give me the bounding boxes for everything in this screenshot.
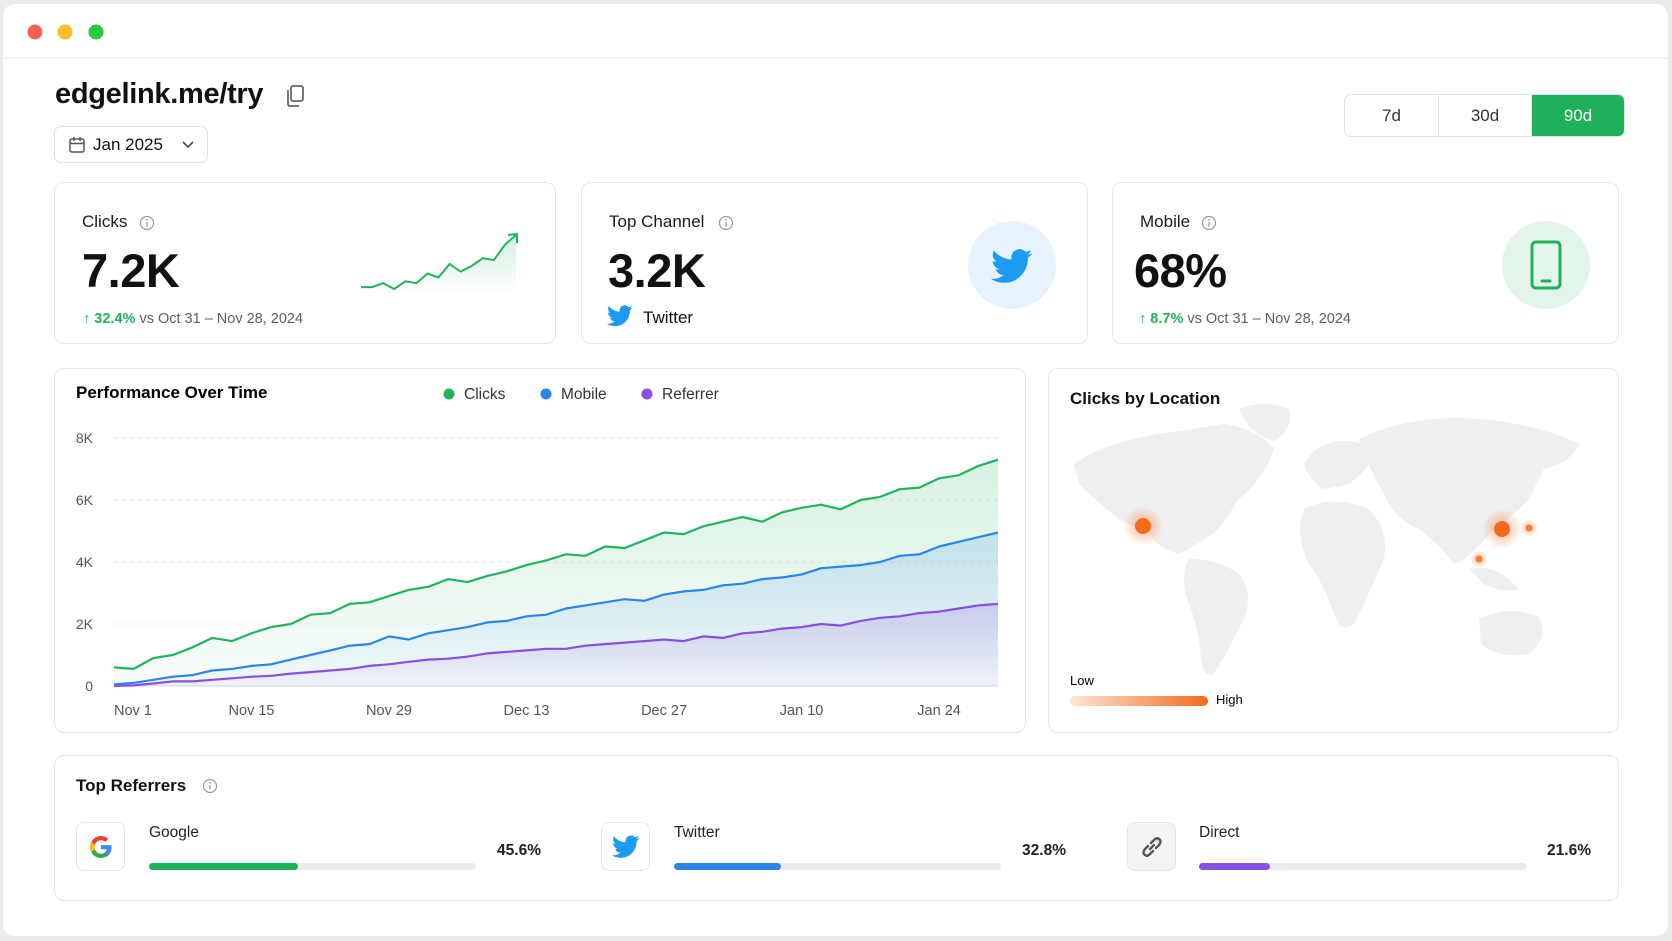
referrer-percent: 21.6%: [1547, 842, 1591, 859]
legend-swatch: [540, 388, 552, 400]
x-tick-label: Dec 27: [641, 703, 687, 719]
legend-low: Low: [1070, 673, 1094, 688]
calendar-icon: [69, 137, 85, 153]
bar: [149, 863, 299, 870]
comparison: vs Oct 31 – Nov 28, 2024: [1187, 311, 1351, 327]
y-tick-label: 4K: [76, 554, 94, 570]
card-value: 3.2K: [608, 244, 706, 297]
change-value: 8.7%: [1150, 311, 1184, 327]
info-icon[interactable]: [1201, 215, 1217, 231]
channel-card: Top Channel 3.2K Twitter: [581, 182, 1088, 344]
hotspot: [1494, 521, 1510, 537]
link-title: edgelink.me/try: [55, 78, 264, 110]
range-button[interactable]: 30d: [1438, 95, 1531, 136]
mobile-card: Mobile 68% ↑ 8.7% vs Oct 31 – Nov 28, 20…: [1112, 182, 1619, 344]
date-dropdown[interactable]: Jan 2025: [54, 126, 208, 163]
chart-title: Performance Over Time: [76, 383, 268, 402]
continents: [1074, 404, 1579, 675]
card-change: ↑ 32.4% vs Oct 31 – Nov 28, 2024: [83, 311, 304, 327]
minimize-dot[interactable]: [57, 24, 73, 40]
card-label: Mobile: [1140, 212, 1191, 231]
range-button[interactable]: 90d: [1531, 95, 1624, 136]
x-tick-label: Nov 1: [114, 703, 152, 719]
change-value: 32.4%: [94, 311, 136, 327]
close-dot[interactable]: [27, 24, 43, 40]
map-title: Clicks by Location: [1070, 389, 1221, 408]
bar-track: [149, 863, 476, 870]
legend-high: High: [1216, 692, 1243, 707]
sparkline-line: [361, 234, 517, 291]
hotspot: [1135, 518, 1151, 534]
info-icon[interactable]: [202, 778, 218, 794]
series-line: [113, 602, 999, 688]
zoom-dot[interactable]: [88, 24, 104, 40]
x-tick-label: Jan 10: [780, 703, 824, 719]
referrer-name: Google: [149, 824, 199, 841]
sparkline-arrow: [507, 232, 518, 243]
x-tick-label: Dec 13: [504, 703, 550, 719]
copy-icon[interactable]: [285, 84, 307, 108]
x-tick-label: Jan 24: [917, 703, 961, 719]
y-tick-label: 0: [85, 678, 93, 694]
card-value: 7.2K: [82, 244, 180, 297]
range-button[interactable]: 7d: [1382, 106, 1401, 125]
chart-panel: Performance Over Time 0 2K 4K 6K 8K Nov 1 Nov …: [54, 368, 1026, 733]
channel-name: Twitter: [643, 308, 694, 327]
card-label: Top Channel: [609, 212, 705, 231]
window: edgelink.me/try Jan 2025 7d 30d 90d Clicks…: [3, 4, 1668, 936]
chart: Performance Over Time 0 2K 4K 6K 8K Nov 1 Nov …: [76, 383, 999, 719]
series-area: [114, 603, 998, 686]
info-icon[interactable]: [718, 215, 734, 231]
card-change: ↑ 8.7% vs Oct 31 – Nov 28, 2024: [1139, 311, 1351, 327]
bar: [1199, 863, 1270, 870]
google-icon: [76, 822, 125, 871]
channel-badge: [968, 221, 1056, 309]
sparkline-area: [361, 235, 516, 295]
comparison: vs Oct 31 – Nov 28, 2024: [139, 311, 304, 327]
card-label: Clicks: [82, 212, 128, 231]
link-icon: [1127, 822, 1176, 871]
card-value: 68%: [1134, 244, 1227, 297]
legend-gradient: [1070, 696, 1208, 706]
series-line: [113, 458, 999, 670]
map-panel: Clicks by Location: [1048, 368, 1619, 733]
hotspot: [1475, 555, 1483, 563]
title-bar: [3, 24, 1668, 59]
x-tick-label: Nov 15: [229, 703, 275, 719]
legend-swatch: [641, 388, 653, 400]
clicks-card: Clicks 7.2K ↑ 32.4% vs Oct 31 – Nov 28, …: [54, 182, 556, 344]
referrers-panel: Top Referrers Google 45.6% Twitter 32.8% Dir…: [54, 755, 1619, 901]
referrer-percent: 45.6%: [497, 842, 541, 859]
y-tick-label: 2K: [76, 616, 94, 632]
range-selector: 7d 30d 90d: [1344, 94, 1625, 137]
bar-track: [674, 863, 1001, 870]
twitter-icon: [607, 305, 633, 327]
y-tick-label: 8K: [76, 430, 94, 446]
legend-label: Mobile: [561, 386, 607, 403]
chevron: [182, 141, 194, 149]
referrers-title: Top Referrers: [76, 776, 187, 795]
twitter-icon: [601, 822, 650, 871]
y-tick-label: 6K: [76, 492, 94, 508]
series-line: [113, 531, 999, 686]
bar: [674, 863, 782, 870]
bar-track: [1199, 863, 1527, 870]
mobile-badge: [1502, 221, 1590, 309]
referrer-percent: 32.8%: [1022, 842, 1066, 859]
x-tick-label: Nov 29: [366, 703, 412, 719]
hotspot: [1525, 524, 1533, 532]
info-icon[interactable]: [139, 215, 155, 231]
world-map: Low High: [1070, 404, 1579, 707]
legend-label: Referrer: [662, 386, 719, 403]
date-label: Jan 2025: [93, 135, 163, 154]
legend-label: Clicks: [464, 386, 506, 403]
referrer-name: Twitter: [674, 824, 720, 841]
legend-swatch: [443, 388, 455, 400]
referrer-name: Direct: [1199, 824, 1240, 841]
sparkline: [361, 232, 518, 295]
